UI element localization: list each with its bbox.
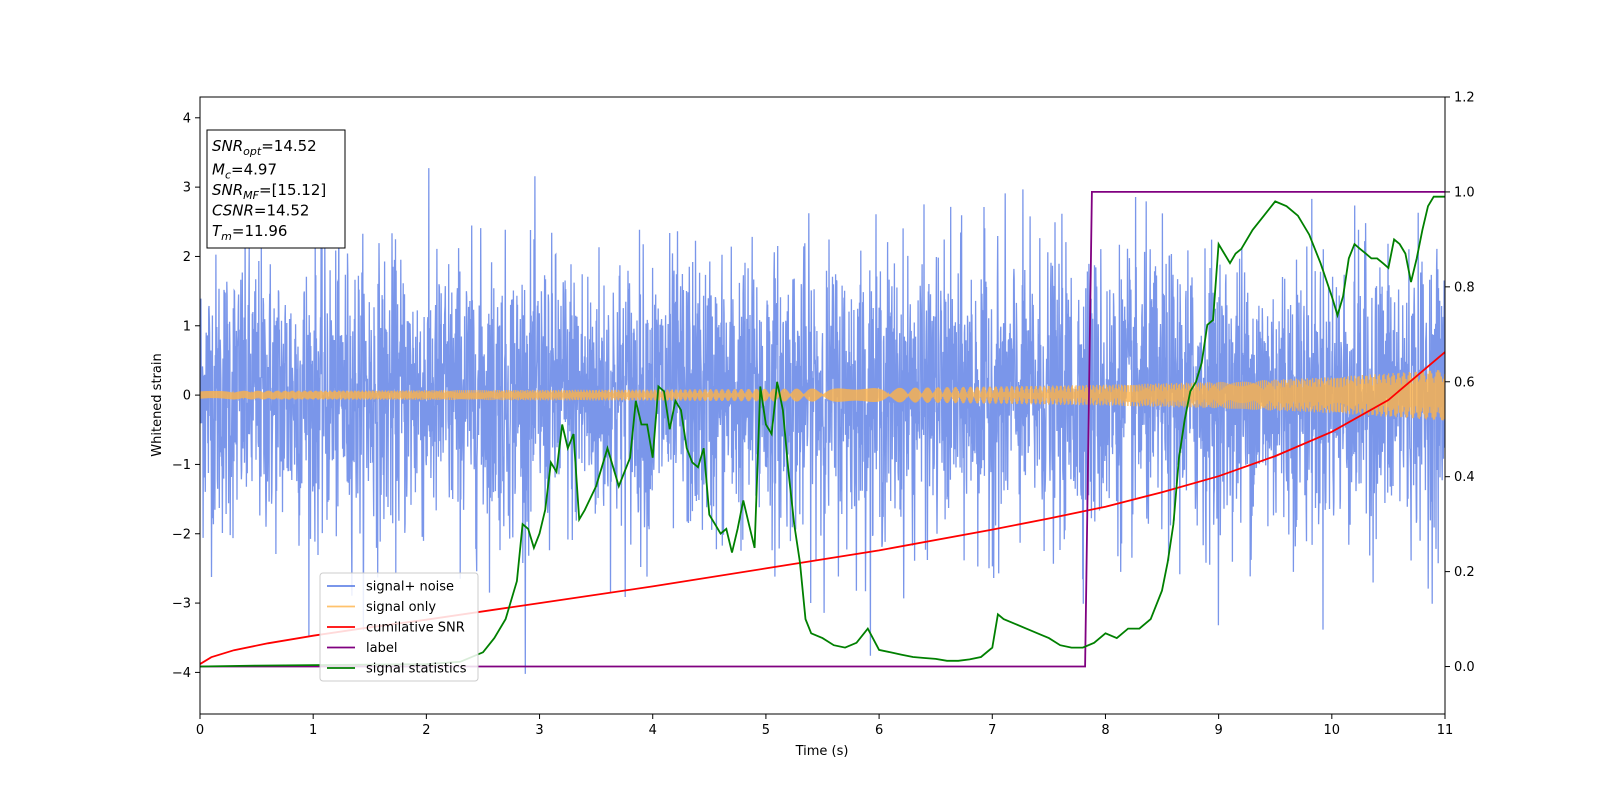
- annotation-line: Tm=11.96: [212, 222, 287, 243]
- annotation-line: SNRMF=[15.12]: [212, 181, 326, 202]
- signal-statistics-line: [200, 195, 1445, 668]
- annotation-box: SNRopt=14.52 Mc=4.97SNRMF=[15.12]CSNR=14.…: [206, 129, 346, 249]
- y2-tick-label: 0.0: [1454, 660, 1475, 675]
- x-tick-label: 5: [762, 723, 770, 738]
- x-tick-label: 1: [309, 723, 317, 738]
- signal-only-band: [200, 370, 1445, 421]
- legend-label: cumilative SNR: [366, 621, 465, 636]
- x-tick-label: 0: [196, 723, 204, 738]
- y-axis-label: Whitened strain: [150, 353, 165, 456]
- y-tick-label: 4: [183, 111, 191, 126]
- x-tick-label: 6: [875, 723, 883, 738]
- y-tick-label: −3: [172, 597, 191, 612]
- x-tick-label: 2: [422, 723, 430, 738]
- label-step-line: [200, 191, 1445, 668]
- y2-tick-label: 1.0: [1454, 185, 1475, 200]
- x-tick-label: 4: [649, 723, 657, 738]
- x-tick-label: 7: [988, 723, 996, 738]
- y2-tick-label: 0.8: [1454, 280, 1475, 295]
- legend-label: label: [366, 641, 397, 656]
- annotation-line: CSNR=14.52: [212, 202, 309, 220]
- y-tick-label: −2: [172, 527, 191, 542]
- y-tick-label: −1: [172, 458, 191, 473]
- y-axis-ticks: −4 −3 −2 −1 0 1 2 3 4: [172, 111, 200, 681]
- y-tick-label: 2: [183, 250, 191, 265]
- x-tick-label: 8: [1101, 723, 1109, 738]
- legend-label: signal statistics: [366, 662, 467, 677]
- x-tick-label: 11: [1437, 723, 1454, 738]
- legend-label: signal only: [366, 600, 436, 615]
- x-tick-label: 9: [1214, 723, 1222, 738]
- y-tick-label: 1: [183, 319, 191, 334]
- x-axis-ticks: 0 1 2 3 4 5 6 7 8 9 10 11: [196, 714, 1453, 738]
- y2-tick-label: 0.6: [1454, 375, 1475, 390]
- legend: signal+ noise signal only cumilative SNR la…: [319, 572, 479, 682]
- y-tick-label: 3: [183, 181, 191, 196]
- x-tick-label: 3: [535, 723, 543, 738]
- annotation-line: Mc=4.97: [212, 161, 277, 182]
- x-tick-label: 10: [1324, 723, 1341, 738]
- y2-tick-label: 1.2: [1454, 91, 1475, 106]
- y-tick-label: 0: [183, 389, 191, 404]
- annotation-line: SNRopt=14.52: [212, 137, 317, 158]
- y-tick-label: −4: [172, 666, 191, 681]
- y2-tick-label: 0.4: [1454, 470, 1475, 485]
- series-layer: [200, 168, 1445, 674]
- x-axis-label: Time (s): [795, 744, 849, 759]
- annotation-box-frame: [206, 129, 346, 249]
- legend-frame: [319, 572, 479, 682]
- legend-label: signal+ noise: [366, 580, 454, 595]
- cumulative-snr-line: [200, 351, 1445, 665]
- y2-axis-ticks: 0.0 0.2 0.4 0.6 0.8 1.0 1.2: [1445, 91, 1475, 675]
- y2-tick-label: 0.2: [1454, 565, 1475, 580]
- plot-frame: [199, 96, 1446, 715]
